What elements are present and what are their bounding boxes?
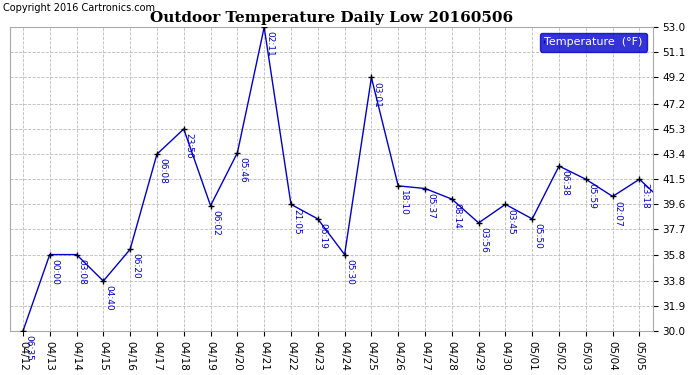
Text: 06:19: 06:19 [319, 223, 328, 249]
Text: 06:35: 06:35 [24, 335, 33, 361]
Text: 05:46: 05:46 [239, 157, 248, 183]
Text: 02:11: 02:11 [265, 32, 274, 57]
Title: Outdoor Temperature Daily Low 20160506: Outdoor Temperature Daily Low 20160506 [150, 11, 513, 25]
Text: 03:08: 03:08 [77, 259, 86, 285]
Text: 06:02: 06:02 [212, 210, 221, 236]
Text: 23:56: 23:56 [185, 133, 194, 159]
Text: 06:08: 06:08 [158, 158, 167, 184]
Text: 05:37: 05:37 [426, 193, 435, 219]
Text: 21:05: 21:05 [292, 209, 301, 234]
Text: 05:50: 05:50 [533, 223, 542, 249]
Text: 05:30: 05:30 [346, 259, 355, 285]
Text: 18:10: 18:10 [400, 190, 408, 216]
Text: 02:07: 02:07 [613, 201, 622, 226]
Text: 05:06: 05:06 [0, 374, 1, 375]
Legend: Temperature  (°F): Temperature (°F) [540, 33, 647, 52]
Text: 04:40: 04:40 [104, 285, 113, 311]
Text: 08:14: 08:14 [453, 203, 462, 229]
Text: 03:45: 03:45 [506, 209, 515, 234]
Text: 05:59: 05:59 [587, 183, 596, 209]
Text: 00:00: 00:00 [51, 259, 60, 285]
Text: 06:38: 06:38 [560, 170, 569, 196]
Text: 03:56: 03:56 [480, 227, 489, 253]
Text: 03:01: 03:01 [373, 82, 382, 108]
Text: Copyright 2016 Cartronics.com: Copyright 2016 Cartronics.com [3, 3, 155, 13]
Text: 23:18: 23:18 [640, 183, 649, 209]
Text: 06:20: 06:20 [131, 254, 140, 279]
